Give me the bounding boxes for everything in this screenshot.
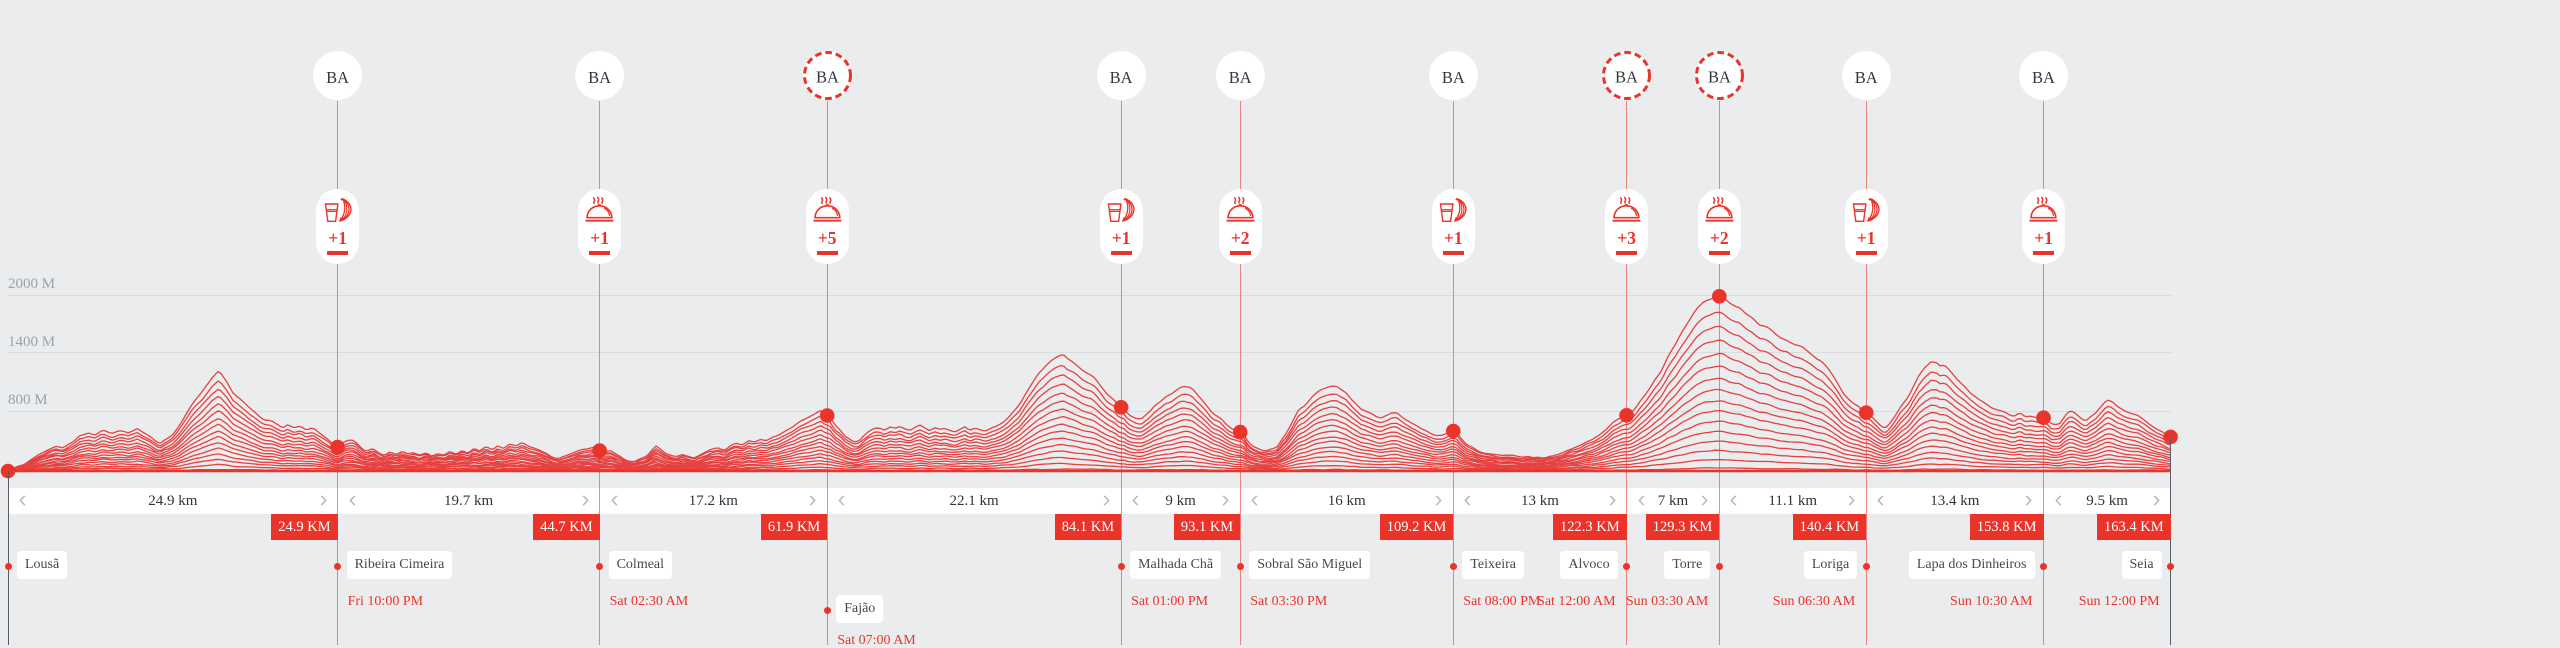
svg-text:BA: BA bbox=[816, 68, 839, 87]
svg-text:BA: BA bbox=[1708, 68, 1731, 87]
svg-text:BA: BA bbox=[1615, 68, 1638, 87]
